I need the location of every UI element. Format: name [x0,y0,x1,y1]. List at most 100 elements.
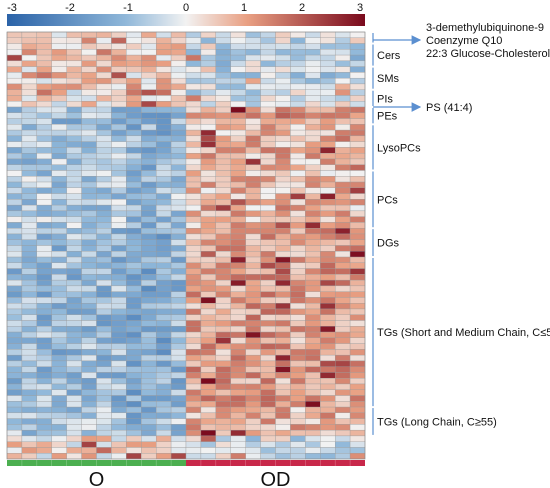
heatmap-cell [290,141,306,148]
heatmap-cell [290,66,306,73]
heatmap-cell [260,54,276,62]
heatmap-cell [141,124,157,131]
group-label: PEs [377,111,398,123]
heatmap-cell [215,77,231,85]
heatmap-cell [66,89,82,96]
heatmap-cell [155,193,172,200]
heatmap-cell [126,406,142,414]
heatmap-cell [215,285,231,292]
heatmap-cell [320,285,336,292]
heatmap-cell [245,389,261,396]
heatmap-cell [141,366,157,373]
heatmap-cell [141,176,157,183]
heatmap-cell [81,54,97,62]
heatmap-cell [215,118,231,125]
heatmap-cell [334,360,351,367]
heatmap-cell [36,245,52,252]
heatmap-cell [6,89,23,96]
heatmap-cell [349,401,366,408]
heatmap-cell [141,37,157,44]
heatmap-cell [6,112,23,119]
heatmap-cell [111,274,127,281]
heatmap-cell [96,118,112,125]
heatmap-cell [200,412,217,419]
heatmap-cell [230,354,246,362]
heatmap-cell [215,153,231,160]
heatmap-cell [230,170,246,177]
heatmap-cell [185,453,202,460]
heatmap-cell [141,349,157,356]
heatmap-cell [185,378,202,385]
heatmap-cell [275,447,291,454]
heatmap-cell [36,129,52,137]
heatmap-cell [305,176,321,183]
heatmap-cell [21,101,38,108]
heatmap-cell [51,112,67,119]
heatmap-cell [21,153,38,160]
heatmap-cell [290,314,306,321]
heatmap-cell [320,181,336,188]
heatmap-cell [245,401,261,408]
heatmap-cell [111,378,127,385]
heatmap-cell [111,268,127,275]
heatmap-cell [170,83,187,90]
heatmap-cell [111,77,127,85]
heatmap-cell [6,164,23,171]
heatmap-cell [141,193,157,200]
heatmap-cell [334,112,351,119]
heatmap-cell [245,383,261,390]
heatmap-cell [334,60,351,67]
heatmap-cell [21,233,38,240]
heatmap-cell [36,453,52,460]
heatmap-cell [36,274,52,281]
heatmap-cell [200,274,217,281]
heatmap-cell [6,424,23,431]
heatmap-cell [6,308,23,315]
heatmap-cell [334,118,351,125]
heatmap-cell [215,216,231,223]
heatmap-cell [66,31,82,38]
heatmap-cell [155,285,172,292]
heatmap-cell [200,303,217,310]
heatmap-cell [260,360,276,367]
heatmap-cell [230,158,246,165]
heatmap-cell [6,66,23,73]
heatmap-cell [230,256,246,263]
heatmap-cell [275,378,291,385]
heatmap-cell [21,303,38,310]
heatmap-cell [170,204,187,212]
heatmap-cell [260,210,276,217]
heatmap-cell [170,89,187,96]
heatmap-cell [305,83,321,90]
heatmap-cell [66,170,82,177]
heatmap-cell [230,112,246,119]
heatmap-cell [260,199,276,206]
heatmap-cell [51,153,67,160]
heatmap-cell [320,216,336,223]
heatmap-cell [290,60,306,67]
heatmap-cell [111,401,127,408]
heatmap-cell [170,378,187,385]
heatmap-cell [290,135,306,142]
heatmap-cell [141,291,157,298]
heatmap-cell [111,101,127,108]
heatmap-cell [141,429,157,437]
heatmap-cell [51,418,67,425]
heatmap-cell [36,77,52,85]
heatmap-cell [305,349,321,356]
heatmap-cell [141,412,157,419]
heatmap-cell [81,216,97,223]
heatmap-cell [260,187,276,194]
heatmap-cell [230,31,246,38]
heatmap-cell [215,401,231,408]
heatmap-cell [185,176,202,183]
heatmap-cell [170,262,187,269]
heatmap-cell [170,147,187,154]
heatmap-cell [215,256,231,263]
heatmap-cell [36,447,52,454]
heatmap-cell [96,112,112,119]
heatmap-cell [6,124,23,131]
heatmap-cell [81,129,97,137]
heatmap-cell [334,239,351,246]
heatmap-cell [260,176,276,183]
